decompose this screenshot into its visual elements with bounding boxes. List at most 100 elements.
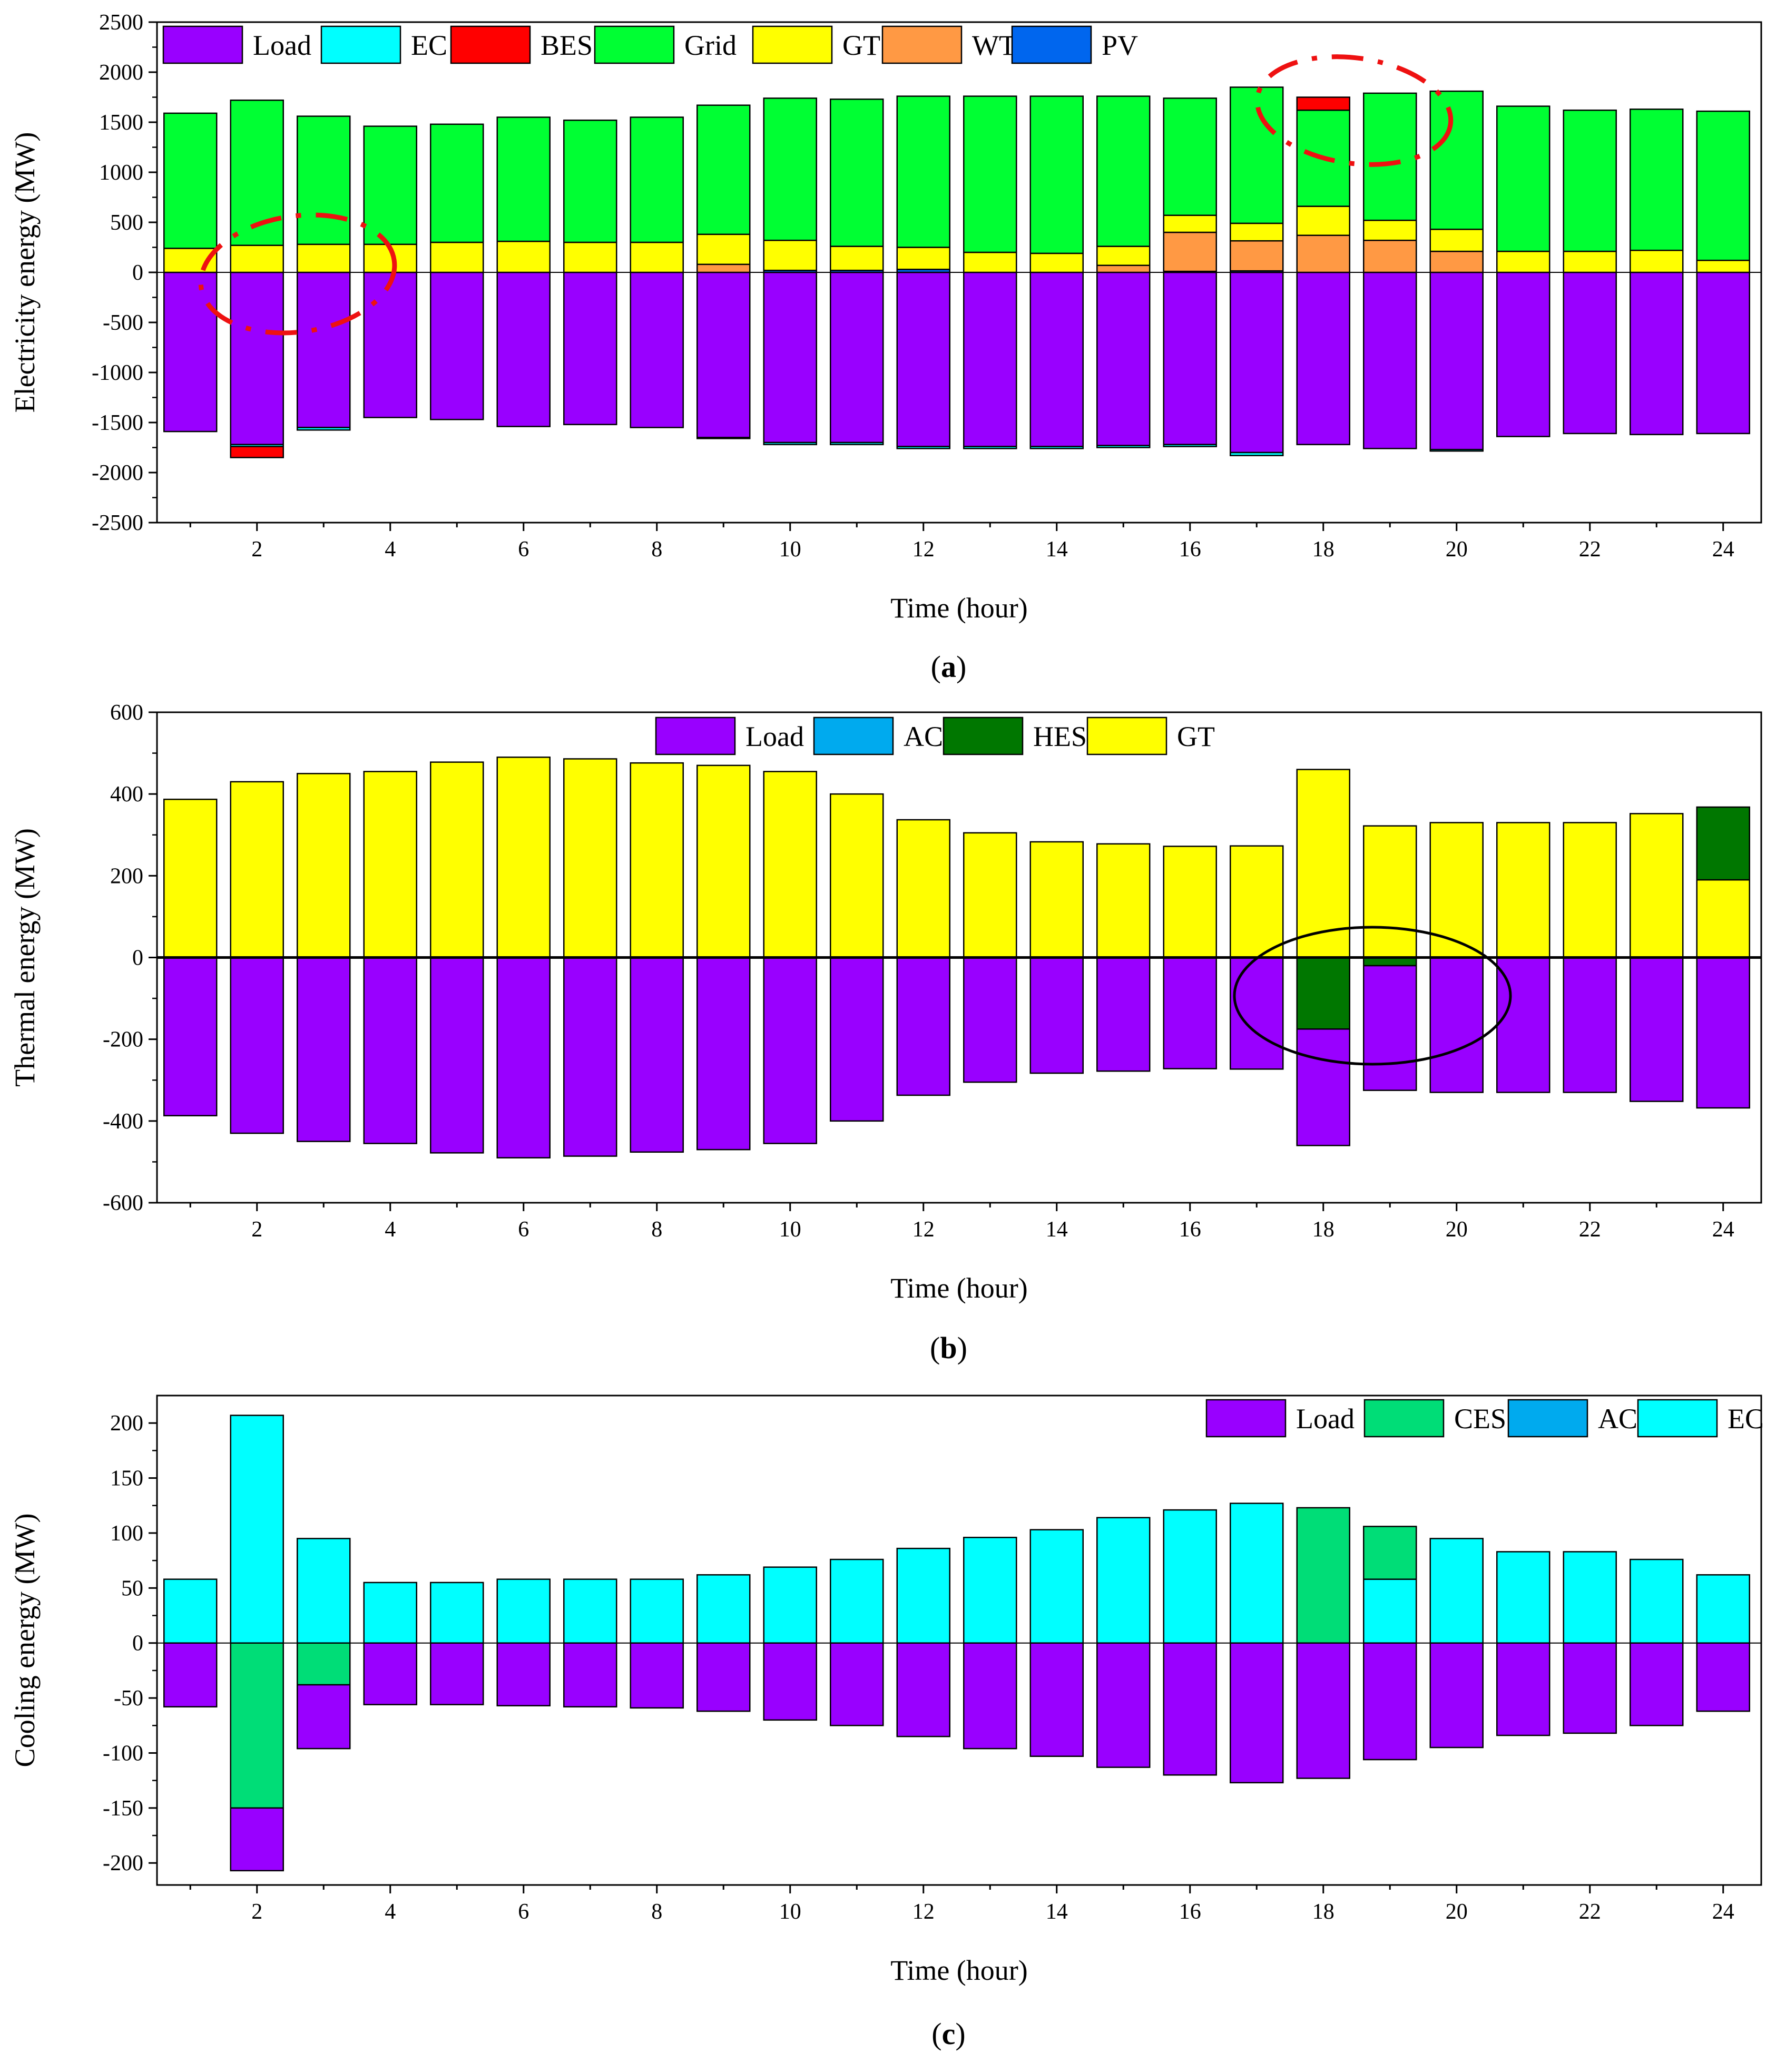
- bar-load-hour-9: [696, 271, 751, 438]
- legend-label-bes: BES: [541, 30, 593, 61]
- x-axis: 2 4 6 8 10 12 14 16 18 20 22 24: [189, 523, 1734, 562]
- y-tick-label: -200: [103, 1028, 143, 1052]
- bar-gt-hour-1: [163, 799, 218, 958]
- bar-ec-hour-3: [297, 1538, 351, 1644]
- y-tick-label: 0: [132, 946, 143, 970]
- x-tick-label: 18: [1312, 1217, 1334, 1242]
- bar-load-hour-12: [896, 1642, 950, 1737]
- x-tick-label: 12: [912, 1900, 935, 1924]
- bar-load-hour-10: [763, 271, 817, 444]
- bar-load-hour-24: [1696, 957, 1750, 1109]
- y-tick-label: -100: [103, 1741, 143, 1765]
- bar-load-hour-1: [163, 1642, 218, 1708]
- bars-c: [163, 1415, 1750, 1872]
- y-tick-label: 0: [132, 1632, 143, 1656]
- x-tick-label: 6: [518, 537, 529, 562]
- bar-gt-hour-10: [763, 239, 817, 271]
- bar-load-hour-3: [297, 271, 351, 428]
- bar-load-hour-21: [1496, 1642, 1551, 1736]
- bar-load-hour-6: [496, 271, 551, 427]
- bar-grid-hour-5: [430, 123, 484, 243]
- x-tick-label: 16: [1179, 537, 1201, 562]
- bar-load-hour-16: [1163, 1642, 1217, 1776]
- bar-wt-hour-20: [1429, 250, 1484, 273]
- bar-grid-hour-9: [696, 104, 751, 235]
- legend-swatch-wt: [881, 25, 963, 64]
- bar-load-hour-22: [1563, 957, 1617, 1093]
- bar-load-hour-21: [1496, 271, 1551, 437]
- bar-grid-hour-4: [363, 125, 417, 246]
- bar-gt-hour-2: [230, 781, 284, 958]
- bar-gt-hour-14: [1029, 841, 1084, 958]
- bar-ec-hour-12: [896, 446, 950, 449]
- legend-swatch-gt: [752, 25, 833, 64]
- bar-ec-hour-16: [1163, 444, 1217, 447]
- bar-ec-hour-24: [1696, 1574, 1750, 1644]
- legend-swatch-gt: [1086, 716, 1167, 755]
- bar-load-hour-2: [230, 957, 284, 1134]
- legend-item-wt: WT: [881, 25, 1016, 64]
- bar-ec-hour-10: [763, 1566, 817, 1644]
- x-tick-label: 24: [1712, 1217, 1734, 1242]
- y-tick-label: 100: [110, 1521, 143, 1546]
- x-tick-label: 22: [1579, 1900, 1601, 1924]
- x-tick-label: 18: [1312, 1900, 1334, 1924]
- bar-hes-hour-24: [1696, 806, 1750, 881]
- bar-grid-hour-15: [1096, 95, 1151, 247]
- bar-gt-hour-6: [496, 757, 551, 958]
- bar-load-hour-22: [1563, 1642, 1617, 1734]
- y-tick-label: 200: [110, 864, 143, 888]
- bar-gt-hour-15: [1096, 246, 1151, 266]
- bars-a: [163, 86, 1750, 458]
- legend-item-gt: GT: [752, 25, 880, 64]
- y-tick-label: -2000: [92, 461, 143, 485]
- bar-ec-hour-21: [1496, 1551, 1551, 1644]
- bar-gt-hour-22: [1563, 250, 1617, 273]
- bar-load-hour-7: [563, 957, 617, 1157]
- bar-load-hour-9: [696, 1642, 751, 1712]
- bar-ec-hour-22: [1563, 1551, 1617, 1644]
- bar-gt-hour-7: [563, 758, 617, 958]
- bar-gt-hour-7: [563, 241, 617, 273]
- legend-item-load: Load: [655, 716, 804, 755]
- bar-load-hour-13: [963, 271, 1017, 447]
- bar-ec-hour-14: [1029, 1529, 1084, 1644]
- bar-load-hour-11: [830, 1642, 884, 1726]
- x-axis: 2 4 6 8 10 12 14 16 18 20 22 24: [189, 1885, 1734, 1924]
- y-tick-label: -50: [114, 1686, 143, 1711]
- panel-tag-b: (b): [930, 1331, 967, 1365]
- bar-ec-hour-17: [1230, 451, 1284, 456]
- bar-gt-hour-16: [1163, 846, 1217, 958]
- legend-swatch-bes: [450, 25, 531, 64]
- bar-load-hour-6: [496, 1642, 551, 1706]
- legend-label-grid: Grid: [684, 30, 737, 61]
- bar-gt-hour-11: [830, 793, 884, 958]
- y-tick-label: 2500: [99, 11, 143, 35]
- bar-grid-hour-3: [297, 115, 351, 246]
- bar-load-hour-8: [630, 957, 684, 1153]
- bar-gt-hour-15: [1096, 843, 1151, 958]
- y-tick-label: 2000: [99, 61, 143, 85]
- bar-load-hour-10: [763, 957, 817, 1144]
- x-tick-label: 8: [651, 1217, 662, 1242]
- bar-grid-hour-11: [830, 99, 884, 247]
- bar-wt-hour-9: [696, 263, 751, 273]
- y-tick-label: 0: [132, 261, 143, 285]
- bar-load-hour-23: [1630, 1642, 1684, 1726]
- bar-ec-hour-16: [1163, 1509, 1217, 1644]
- bar-load-hour-22: [1563, 271, 1617, 435]
- bar-wt-hour-19: [1363, 239, 1417, 273]
- bar-ec-hour-13: [963, 446, 1017, 449]
- bar-gt-hour-16: [1163, 214, 1217, 233]
- bar-gt-hour-14: [1029, 252, 1084, 273]
- x-axis-title: Time (hour): [890, 1272, 1028, 1304]
- bar-load-hour-19: [1363, 965, 1417, 1091]
- bar-gt-hour-5: [430, 241, 484, 273]
- bar-load-hour-3: [297, 1684, 351, 1750]
- legend-c: Load CES AC EC: [1205, 1399, 1764, 1438]
- y-tick-label: -200: [103, 1851, 143, 1875]
- bar-ec-hour-23: [1630, 1558, 1684, 1644]
- y-tick-label: 1500: [99, 111, 143, 135]
- legend-item-load: Load: [162, 25, 311, 64]
